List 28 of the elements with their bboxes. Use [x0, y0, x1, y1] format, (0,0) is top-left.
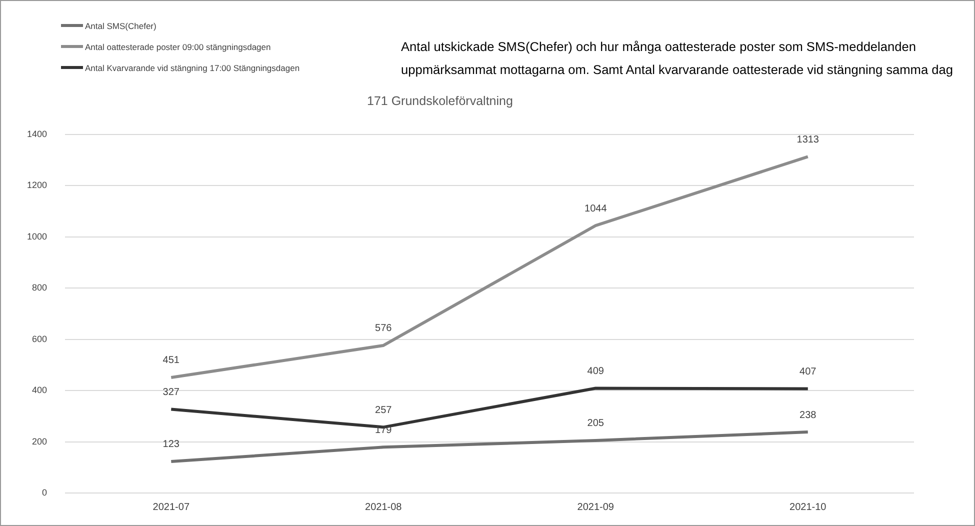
data-label: 205 — [587, 418, 604, 430]
x-tick-label: 2021-08 — [365, 502, 402, 513]
data-label: 123 — [162, 439, 180, 450]
chart-subtitle: 171 Grundskoleförvaltning — [367, 94, 513, 108]
legend-label: Antal SMS(Chefer) — [85, 20, 156, 30]
legend-label: Antal oattesterade poster 09:00 stängningsdagen — [85, 42, 271, 52]
x-tick-label: 2021-10 — [790, 502, 827, 513]
y-tick-label: 1400 — [26, 128, 48, 139]
x-tick-label: 2021-09 — [577, 502, 614, 513]
chart-title: Antal utskickade SMS(Chefer) och hur många oattesterade poster som SMS-meddelanden uppmärksammat mottagarna om. Samt Antal kvarvarande oattesterade vid stängning samma dag — [401, 38, 954, 79]
data-label: 451 — [162, 355, 180, 366]
y-tick-label: 0 — [42, 487, 48, 498]
y-tick-label: 1000 — [26, 231, 48, 242]
data-label: 407 — [800, 366, 817, 378]
y-tick-label: 800 — [32, 282, 48, 293]
data-label: 1044 — [584, 203, 608, 214]
data-label: 238 — [800, 410, 817, 421]
data-label: 409 — [587, 366, 604, 377]
y-tick-label: 200 — [32, 436, 48, 446]
data-label: 257 — [375, 404, 392, 416]
legend-label: Antal Kvarvarande vid stängning 17:00 Stängningsdagen — [85, 62, 300, 72]
data-label: 576 — [375, 323, 392, 334]
y-tick-label: 600 — [32, 334, 48, 344]
data-label: 327 — [162, 386, 180, 398]
data-label: 1313 — [796, 134, 820, 146]
y-tick-label: 400 — [32, 385, 48, 396]
y-tick-label: 1200 — [26, 180, 48, 190]
x-tick-label: 2021-07 — [152, 502, 190, 513]
